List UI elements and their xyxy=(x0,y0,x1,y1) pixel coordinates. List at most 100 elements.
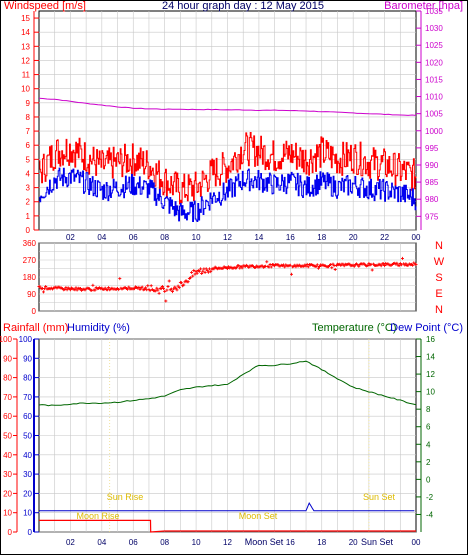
direction-point xyxy=(197,269,201,273)
barometer-tick-label: 975 xyxy=(425,212,439,221)
barometer-axis-title: Barometer [hpa] xyxy=(384,0,463,12)
direction-point xyxy=(195,271,199,275)
direction-point xyxy=(180,281,183,285)
barometer-tick-label: 1030 xyxy=(425,24,443,33)
grid-lines xyxy=(39,11,416,533)
direction-point xyxy=(91,283,95,287)
graph-title: 24 hour graph day : 12 May 2015 xyxy=(162,0,324,12)
rain-tick-label: 0 xyxy=(8,528,13,537)
direction-point xyxy=(370,268,374,272)
wind-x-tick-label: 22 xyxy=(380,233,389,242)
direction-point xyxy=(411,263,415,267)
humidity-series-line xyxy=(39,502,415,512)
direction-point xyxy=(191,274,195,278)
direction-point xyxy=(200,272,204,275)
wind-speed-series-line xyxy=(39,167,417,222)
axis-ticks: 0123456789101112131415975980985990995100… xyxy=(0,7,443,547)
direction-point xyxy=(171,290,174,294)
moon-rise-label: Moon Rise xyxy=(76,511,119,521)
direction-point xyxy=(318,265,321,268)
barometer-tick-label: 1005 xyxy=(425,110,443,119)
rain-tick-label: 50 xyxy=(3,432,12,441)
moon-set-label: Moon Set xyxy=(239,511,278,521)
rainfall-axis-title: Rainfall (mm) xyxy=(3,322,68,334)
compass-label-s: S xyxy=(435,272,442,284)
wind-tick-label: 14 xyxy=(21,28,30,37)
direction-point xyxy=(330,266,334,270)
direction-point xyxy=(68,288,72,292)
wind-tick-label: 2 xyxy=(26,198,31,207)
temp-x-tick-label: 18 xyxy=(317,538,326,547)
direction-point xyxy=(226,267,229,270)
direction-point xyxy=(118,277,122,281)
temperature-series-line xyxy=(38,360,417,407)
direction-point xyxy=(186,280,190,284)
direction-point xyxy=(283,265,287,269)
rain-tick-label: 100 xyxy=(0,335,13,344)
humidity-tick-label: 40 xyxy=(23,451,32,460)
humidity-tick-label: 30 xyxy=(23,470,32,479)
direction-point xyxy=(155,286,159,290)
direction-point xyxy=(74,286,78,290)
direction-tick-label: 360 xyxy=(23,239,37,248)
direction-point xyxy=(182,283,186,287)
direction-point xyxy=(156,288,160,292)
temp-x-tick-label: 02 xyxy=(66,538,75,547)
direction-point xyxy=(240,266,244,270)
direction-point xyxy=(265,260,269,264)
direction-point xyxy=(235,266,238,270)
direction-point xyxy=(383,264,387,267)
rain-tick-label: 10 xyxy=(3,509,12,518)
direction-point xyxy=(194,269,198,273)
barometer-tick-label: 1000 xyxy=(425,127,443,136)
humidity-tick-label: 0 xyxy=(28,528,33,537)
direction-point xyxy=(132,287,136,291)
direction-point xyxy=(177,286,181,290)
direction-point xyxy=(333,268,337,271)
direction-point xyxy=(148,289,152,293)
direction-point xyxy=(221,266,225,270)
temp-tick-label: 6 xyxy=(426,423,431,432)
direction-point xyxy=(137,285,141,289)
humidity-tick-label: 60 xyxy=(23,412,32,421)
direction-point xyxy=(366,264,370,267)
wind-x-tick-label: 06 xyxy=(129,233,138,242)
rainfall-series-line xyxy=(39,519,416,533)
barometer-tick-label: 1015 xyxy=(425,75,443,84)
direction-point xyxy=(203,270,207,274)
wind-x-tick-label: 16 xyxy=(286,233,295,242)
wind-x-tick-label: 02 xyxy=(66,233,75,242)
temp-x-tick-label: 06 xyxy=(129,538,138,547)
direction-point xyxy=(397,264,401,268)
barometer-series-line xyxy=(38,97,417,116)
rain-tick-label: 30 xyxy=(3,470,12,479)
moon-set-axis-label: Moon Set xyxy=(245,537,284,547)
wind-x-tick-label: 10 xyxy=(192,233,201,242)
direction-point xyxy=(192,269,196,272)
direction-point xyxy=(65,288,69,292)
humidity-tick-label: 90 xyxy=(23,354,32,363)
direction-point xyxy=(140,285,144,289)
direction-point xyxy=(294,265,298,269)
wind-x-tick-label: 04 xyxy=(97,233,106,242)
temp-x-tick-label: 20 xyxy=(349,538,358,547)
wind-tick-label: 12 xyxy=(21,56,30,65)
barometer-tick-label: 985 xyxy=(425,178,439,187)
temp-x-tick-label: 08 xyxy=(160,538,169,547)
temperature-axis-title: Temperature (°C) xyxy=(312,322,396,334)
wind-x-tick-label: 08 xyxy=(160,233,169,242)
wind-x-tick-label: 20 xyxy=(349,233,358,242)
direction-point xyxy=(165,288,169,292)
temp-tick-label: 4 xyxy=(426,440,431,449)
direction-point xyxy=(212,267,216,271)
direction-point xyxy=(201,269,205,273)
rain-tick-label: 80 xyxy=(3,374,12,383)
dewpoint-axis-title: Dew Point (°C) xyxy=(390,322,463,334)
wind-tick-label: 11 xyxy=(22,71,31,80)
direction-point xyxy=(401,256,404,260)
wind-tick-label: 4 xyxy=(26,169,31,178)
direction-point xyxy=(79,287,82,290)
sun-set-label: Sun Set xyxy=(363,492,396,502)
direction-point xyxy=(163,289,167,293)
direction-point xyxy=(379,264,383,268)
